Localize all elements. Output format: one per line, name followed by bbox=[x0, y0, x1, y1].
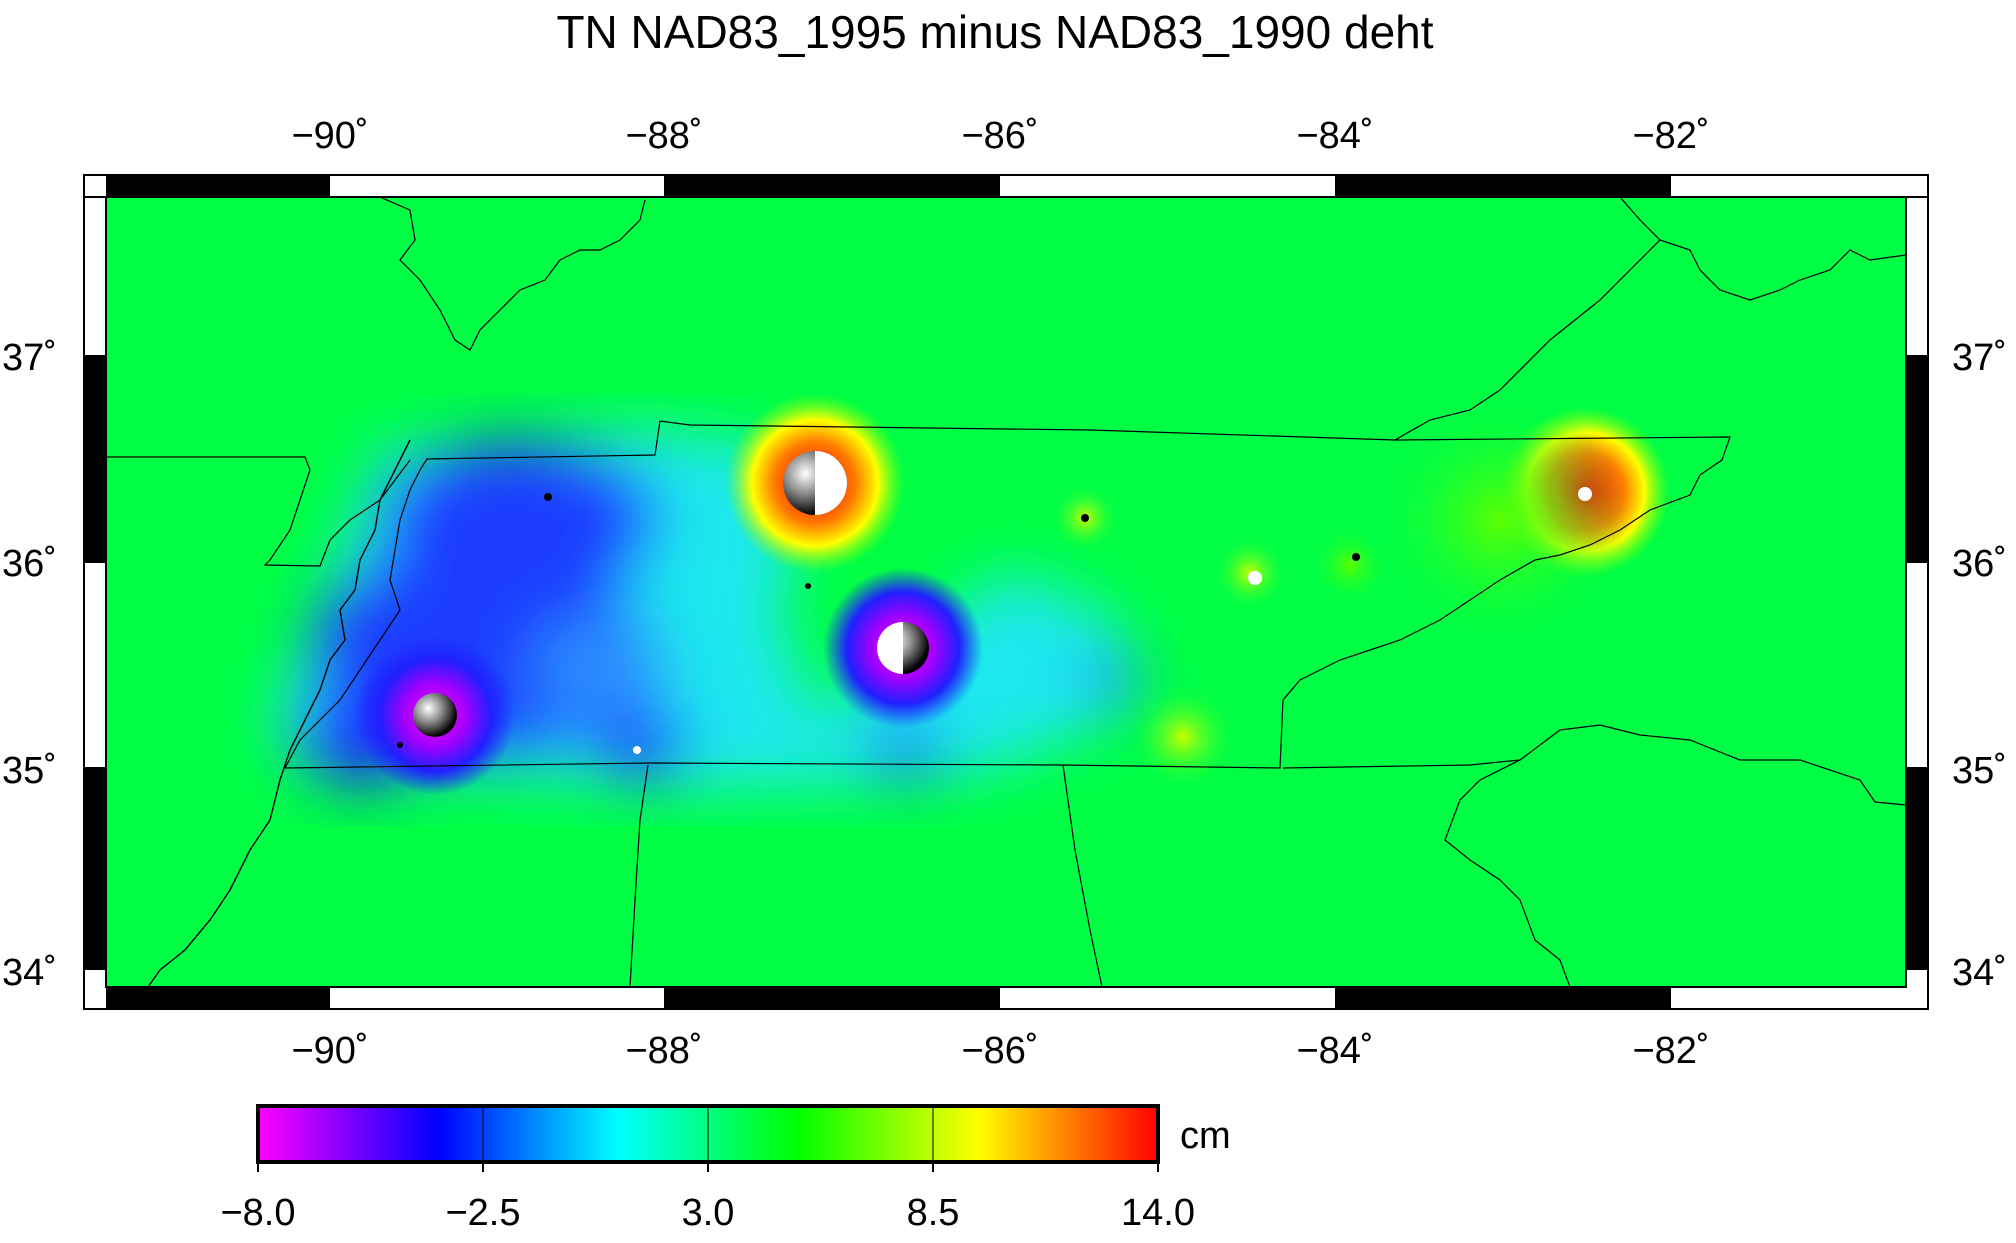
colorbar-tick-label: 8.5 bbox=[907, 1192, 960, 1234]
colorbar-tick-label: −2.5 bbox=[445, 1192, 520, 1234]
lime-spot bbox=[1310, 525, 1390, 605]
lat-labels-right: 37˚ 36˚ 35˚ 34˚ bbox=[1952, 337, 2007, 994]
lat-label: 36˚ bbox=[2, 543, 57, 585]
lon-label: −88˚ bbox=[625, 115, 702, 157]
colorbar: −8.0 −2.5 3.0 8.5 14.0 cm bbox=[220, 1104, 1231, 1234]
lon-labels-bottom: −90˚ −88˚ −86˚ −84˚ −82˚ bbox=[291, 1030, 1709, 1072]
yellow-spot bbox=[1212, 535, 1288, 611]
lat-label: 35˚ bbox=[1952, 750, 2007, 792]
colorbar-tick-label: 3.0 bbox=[682, 1192, 735, 1234]
lat-label: 36˚ bbox=[1952, 543, 2007, 585]
lat-label: 35˚ bbox=[2, 750, 57, 792]
lat-label: 37˚ bbox=[2, 337, 57, 379]
lon-label: −82˚ bbox=[1632, 115, 1709, 157]
lon-label: −90˚ bbox=[291, 115, 368, 157]
colorbar-tick-label: −8.0 bbox=[220, 1192, 295, 1234]
lat-labels-left: 37˚ 36˚ 35˚ 34˚ bbox=[2, 337, 57, 994]
lat-label: 34˚ bbox=[2, 952, 57, 994]
lat-label: 34˚ bbox=[1952, 952, 2007, 994]
map-field bbox=[106, 197, 1906, 987]
map-title: TN NAD83_1995 minus NAD83_1990 deht bbox=[556, 6, 1434, 58]
point-markers bbox=[397, 451, 1592, 754]
colorbar-tick-label: 14.0 bbox=[1121, 1192, 1195, 1234]
boundaries bbox=[106, 197, 1906, 987]
lon-label: −84˚ bbox=[1296, 115, 1373, 157]
map-frame bbox=[83, 174, 1929, 1010]
lon-label: −84˚ bbox=[1296, 1030, 1373, 1072]
yellow-spot bbox=[1128, 682, 1238, 792]
lon-label: −86˚ bbox=[961, 115, 1038, 157]
lon-label: −90˚ bbox=[291, 1030, 368, 1072]
lime-spot bbox=[1370, 390, 1630, 650]
lon-label: −86˚ bbox=[961, 1030, 1038, 1072]
lon-label: −82˚ bbox=[1632, 1030, 1709, 1072]
colorbar-unit: cm bbox=[1180, 1115, 1231, 1157]
lon-labels-top: −90˚ −88˚ −86˚ −84˚ −82˚ bbox=[291, 115, 1709, 157]
lon-label: −88˚ bbox=[625, 1030, 702, 1072]
lat-label: 37˚ bbox=[1952, 337, 2007, 379]
